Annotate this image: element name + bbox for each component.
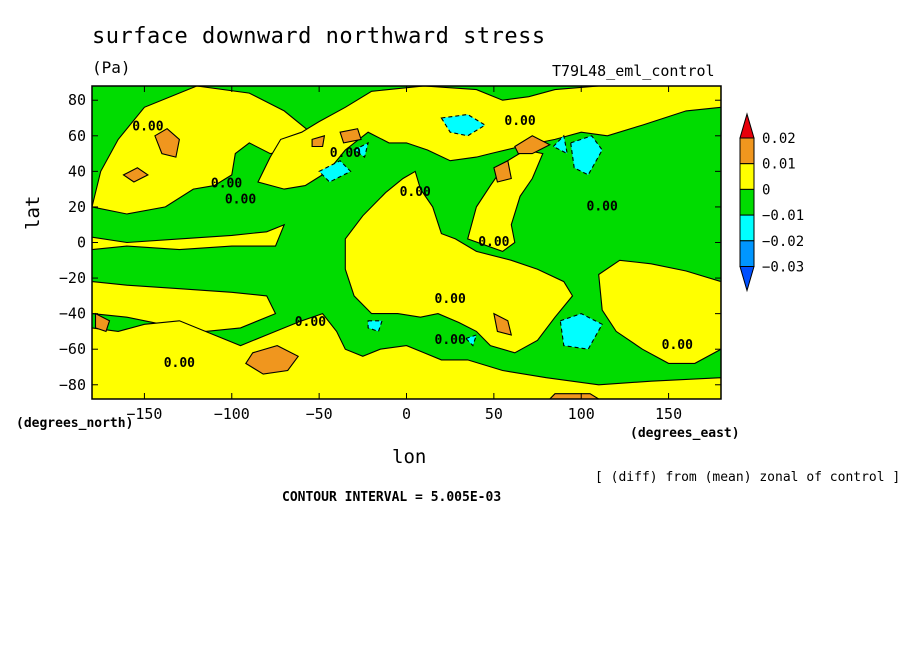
x-tick-label: −150: [126, 405, 162, 423]
x-tick-label: 50: [485, 405, 503, 423]
colorbar-swatch: [739, 214, 755, 242]
contour-region-0: [257, 86, 721, 190]
contour-label: 0.00: [295, 315, 326, 330]
colorbar-label: −0.01: [762, 208, 804, 224]
chart-units: (Pa): [92, 58, 131, 77]
y-tick-label: −80: [59, 376, 86, 394]
colorbar-swatch: [739, 188, 755, 216]
contour-region-0: [92, 223, 286, 251]
contour-region--0.02: [353, 141, 369, 158]
y-tick-label: 0: [77, 234, 86, 252]
colorbar-swatch: [739, 240, 755, 268]
contour-label: 0.00: [132, 119, 163, 134]
contour-region-0.01: [245, 345, 300, 375]
contour-region--0.02: [367, 320, 383, 333]
contour-region-0.01: [549, 393, 600, 399]
contour-region--0.02: [440, 113, 487, 137]
y-axis: 80 60 40 20 0 −20 −40 −60 −80: [59, 91, 721, 394]
contour-label: 0.00: [225, 192, 256, 207]
contour-label: 0.00: [211, 176, 242, 191]
y-axis-label: lat: [22, 195, 44, 230]
contour-region-0.01: [514, 135, 552, 155]
colorbar: 0.02 0.01 0 −0.01 −0.02 −0.03: [739, 112, 804, 293]
colorbar-label: 0.01: [762, 157, 796, 173]
x-tick-label: −50: [306, 405, 333, 423]
x-axis-units: (degrees_east): [630, 426, 740, 441]
contour-region-0.01: [122, 167, 149, 183]
contour-label: 0.00: [587, 199, 618, 214]
contour-region-0: [92, 312, 721, 399]
x-tick-label: 100: [568, 405, 595, 423]
contour-region-0.01: [154, 128, 181, 158]
contour-region--0.02: [559, 313, 603, 350]
contour-region--0.02: [552, 134, 568, 155]
contour-label-group: 0.000.000.000.00 0.000.000.000.000.000.00…: [132, 114, 693, 371]
y-tick-label: −20: [59, 269, 86, 287]
colorbar-swatch: [739, 137, 755, 165]
y-axis-units: (degrees_north): [16, 416, 134, 431]
y-tick-label: −60: [59, 340, 86, 358]
contour-label: 0.00: [504, 114, 535, 129]
contour-region-0.01: [311, 135, 326, 148]
contour-label: 0.00: [330, 146, 361, 161]
contour-fill-group: [92, 86, 721, 399]
contour-region-0.01: [493, 159, 512, 183]
y-tick-label: 20: [68, 198, 86, 216]
colorbar-label: 0: [762, 182, 770, 198]
contour-region--0.02: [464, 334, 478, 347]
colorbar-top-arrow: [739, 112, 755, 139]
colorbar-label: −0.03: [762, 260, 804, 276]
contour-region-0: [598, 259, 721, 364]
y-tick-label: 80: [68, 91, 86, 109]
x-axis: −150 −100 −50 0 50 100 150: [126, 86, 682, 423]
contour-label: 0.00: [478, 235, 509, 250]
contour-region--0.02: [570, 135, 603, 176]
x-axis-label: lon: [392, 446, 427, 468]
colorbar-label: 0.02: [762, 131, 796, 147]
colorbar-swatch: [739, 163, 755, 190]
colorbar-bottom-arrow: [739, 266, 755, 293]
chart-title: surface downward northward stress: [92, 24, 546, 49]
diff-note: [ (diff) from (mean) zonal of control ]: [595, 470, 901, 485]
contour-region--0.02: [318, 160, 352, 183]
x-tick-label: −100: [214, 405, 250, 423]
run-label: T79L48_eml_control: [552, 62, 715, 80]
contour-label: 0.00: [662, 338, 693, 353]
contour-region-0.01: [94, 312, 111, 333]
contour-label: 0.00: [435, 333, 466, 348]
contour-region-0: [92, 281, 277, 332]
y-tick-label: −40: [59, 305, 86, 323]
x-tick-label: 150: [655, 405, 682, 423]
contour-region-0: [344, 170, 574, 354]
y-tick-label: 60: [68, 127, 86, 145]
colorbar-label: −0.02: [762, 234, 804, 250]
x-tick-label: 0: [402, 405, 411, 423]
contour-label: 0.00: [400, 185, 431, 200]
contour-region-0: [467, 149, 544, 253]
contour-region-0.01: [339, 128, 362, 144]
contour-interval: CONTOUR INTERVAL = 5.005E-03: [282, 490, 502, 505]
contour-label: 0.00: [164, 356, 195, 371]
contour-label: 0.00: [435, 292, 466, 307]
contour-region-0.01: [493, 312, 513, 336]
y-tick-label: 40: [68, 162, 86, 180]
